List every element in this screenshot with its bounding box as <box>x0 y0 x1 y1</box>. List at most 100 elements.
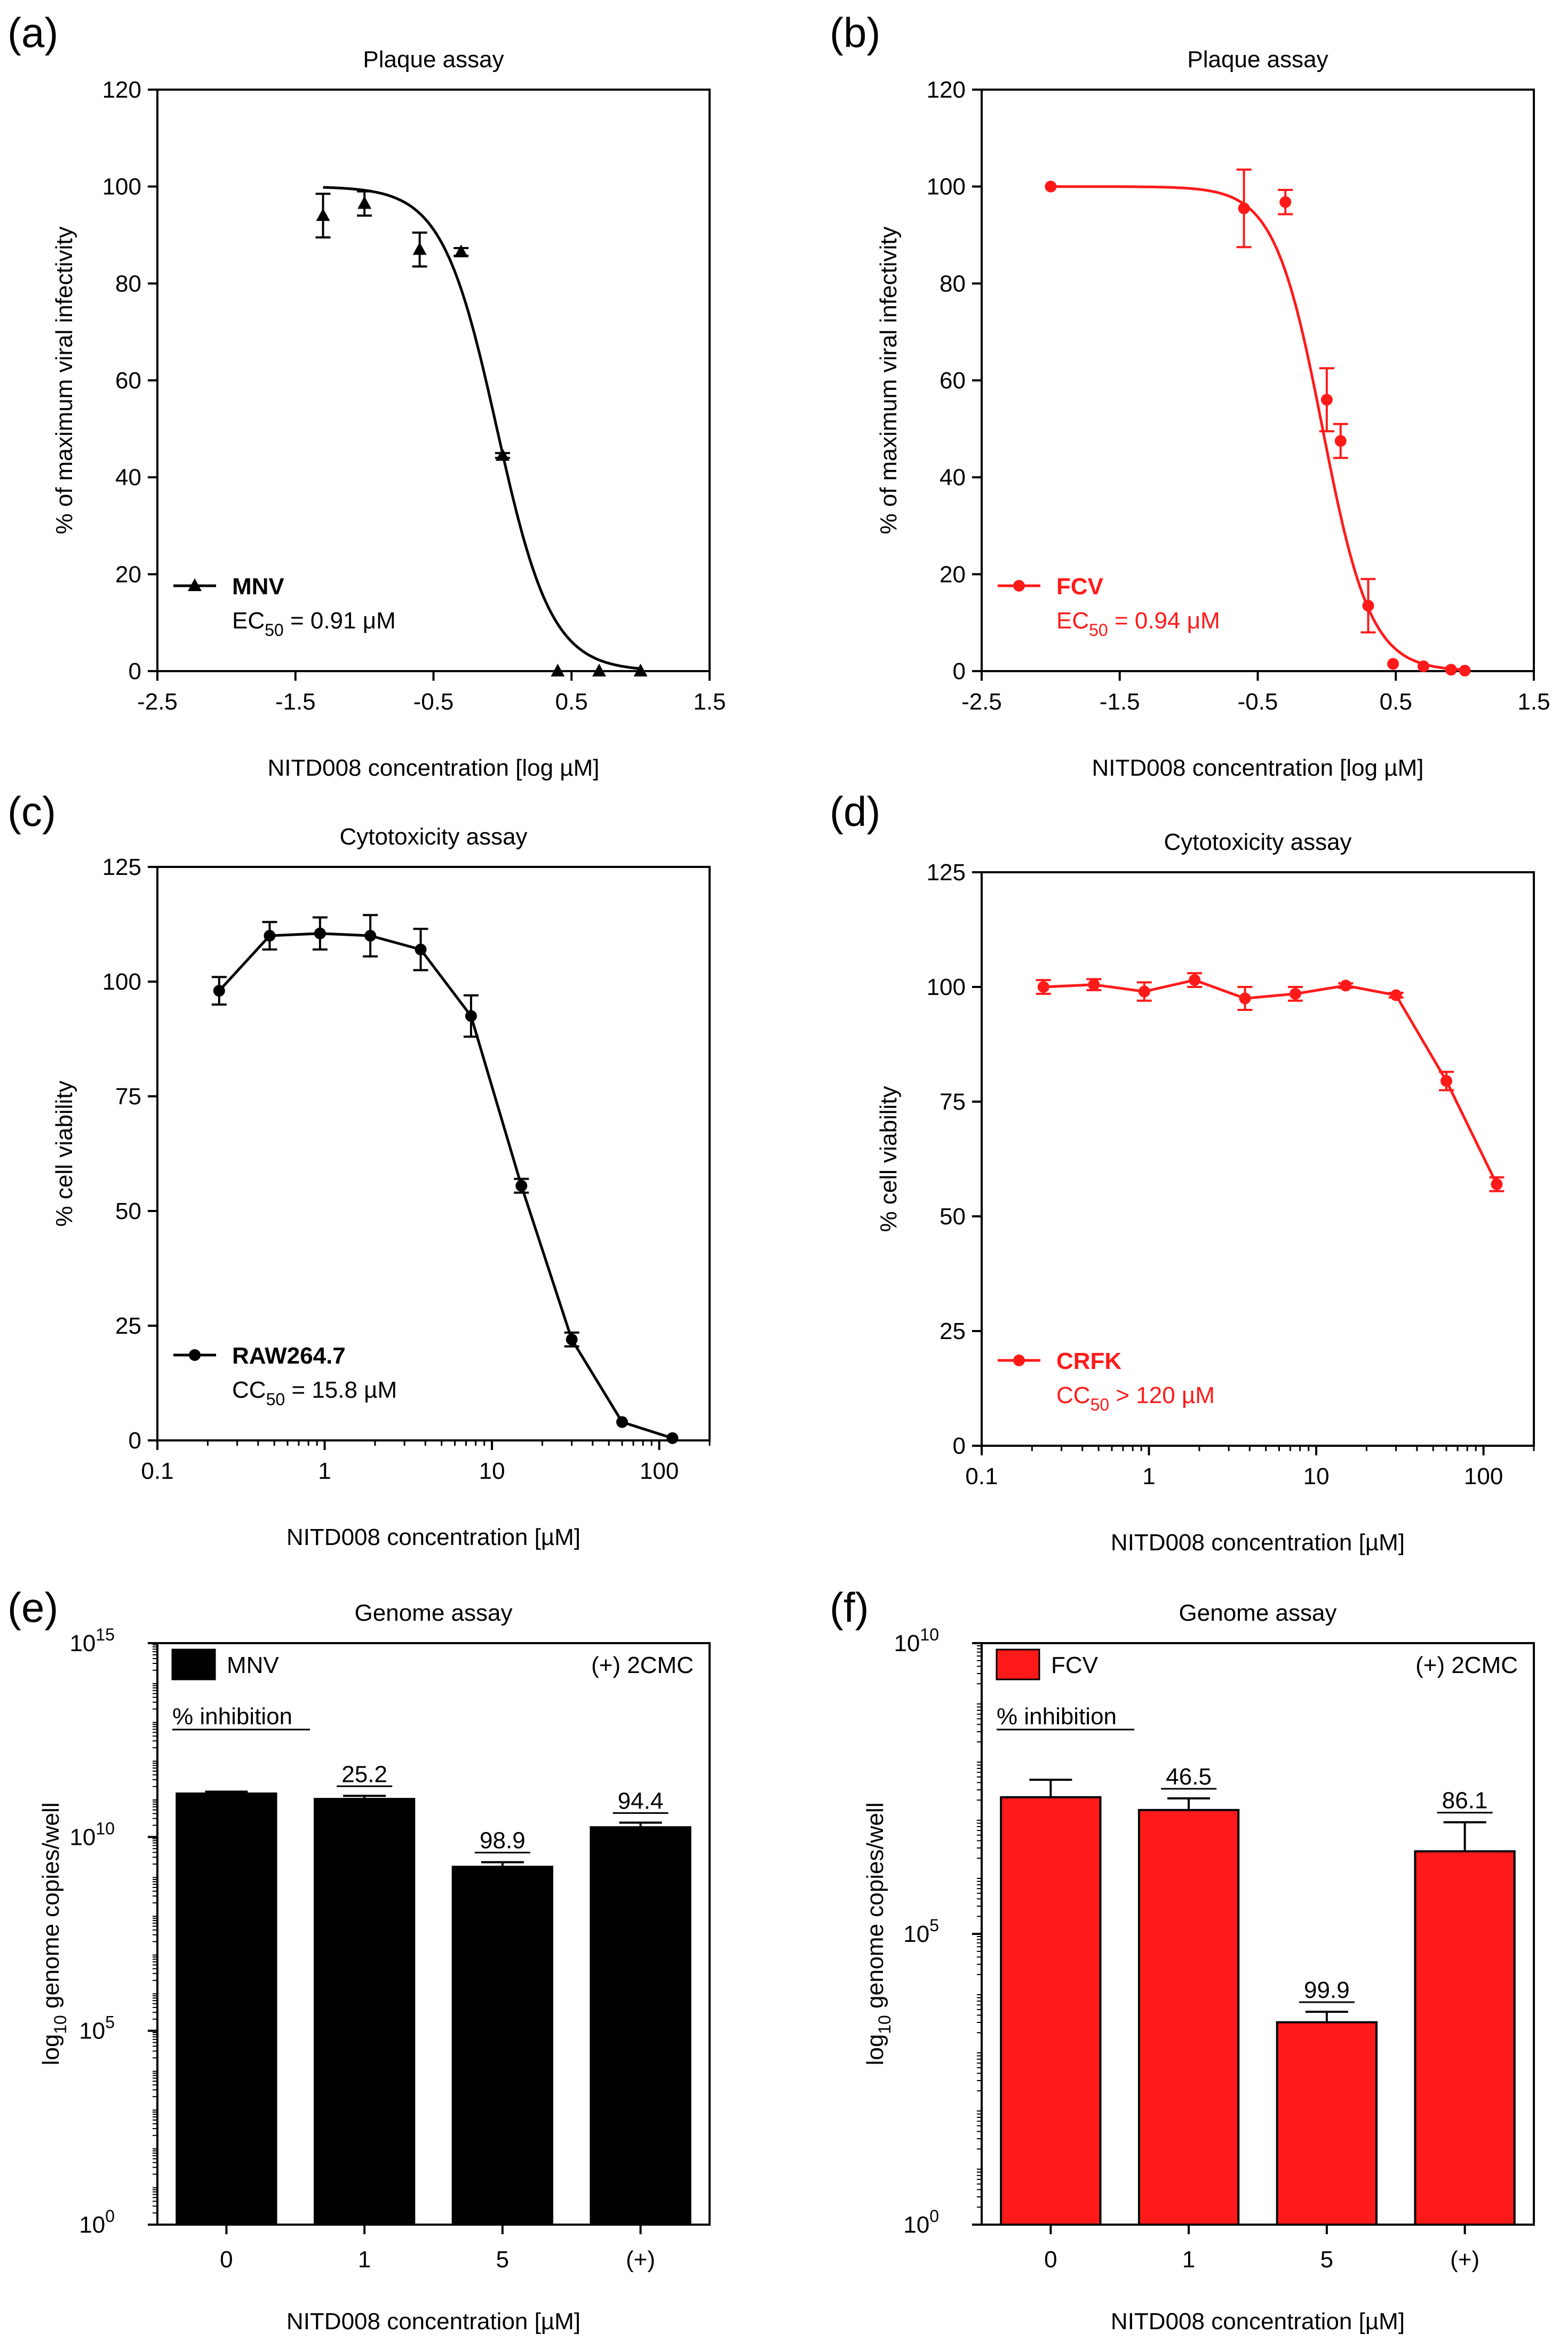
panel-d: Cytotoxicity assay (d) NITD008 concentrati… <box>830 788 1535 1556</box>
x-tick-label: 10 <box>479 1458 505 1484</box>
error-bar <box>1029 1779 1072 1797</box>
bar <box>1000 1796 1102 2226</box>
y-tick-label: 0 <box>129 658 141 684</box>
y-tick-label-exp: 10 <box>920 1625 939 1644</box>
annotation-sub: 50 <box>1091 1395 1110 1414</box>
y-tick-label: 50 <box>115 1198 141 1224</box>
error-bar <box>205 1790 248 1794</box>
y-tick-label-base: 10 <box>79 2212 105 2238</box>
y-tick-label-exp: 5 <box>929 1916 939 1935</box>
data-point <box>364 930 377 942</box>
panel-label: (e) <box>7 1584 58 1631</box>
data-point <box>1362 600 1374 612</box>
annotation-main: EC <box>1056 608 1089 634</box>
data-point <box>1045 180 1057 193</box>
annotation: CC50 > 120 µM <box>1056 1382 1215 1414</box>
y-tick-label: 0 <box>129 1428 141 1454</box>
y-tick-label-base: 10 <box>69 1824 95 1850</box>
data-point <box>566 1333 578 1345</box>
chart-title: Cytotoxicity assay <box>339 824 527 850</box>
x-tick-label: 0.1 <box>141 1458 173 1484</box>
data-point <box>1238 202 1250 214</box>
plot-frame <box>156 1642 711 2226</box>
data-point <box>551 664 565 676</box>
y-tick-label: 120 <box>102 77 141 103</box>
bar <box>1137 1809 1240 2226</box>
legend-label: MNV <box>227 1652 279 1678</box>
y-tick-label-base: 10 <box>903 1921 929 1947</box>
y-tick-label: 25 <box>115 1313 141 1339</box>
annotation: CC50 = 15.8 µM <box>232 1377 397 1409</box>
x-axis-label: NITD008 concentration [log µM] <box>1092 755 1423 781</box>
annotation: EC50 = 0.94 μM <box>1056 608 1220 640</box>
y-tick-label: 100 <box>903 2206 939 2238</box>
fit-curve <box>1050 185 1465 672</box>
inhibition-value: 98.9 <box>480 1828 526 1854</box>
inhibition-title: % inhibition <box>172 1703 292 1730</box>
y-axis-label-rest: genome copies/well <box>38 1803 64 2016</box>
y-tick-label: 75 <box>115 1084 141 1110</box>
x-tick-label: -0.5 <box>1238 689 1278 715</box>
y-tick-label: 50 <box>940 1204 966 1230</box>
inhibition-value: 99.9 <box>1304 1977 1350 2003</box>
y-tick-label: 120 <box>927 77 966 103</box>
x-axis-label: NITD008 concentration [µM] <box>286 2308 580 2335</box>
chart-title: Plaque assay <box>1187 46 1328 73</box>
plot-frame <box>156 866 711 1441</box>
y-tick-label-base: 10 <box>894 1630 920 1656</box>
legend: FCV EC50 = 0.94 μM <box>998 573 1220 640</box>
inhibition-value: 25.2 <box>341 1761 387 1787</box>
error-bar <box>619 1821 662 1828</box>
y-tick-label-exp: 0 <box>105 2206 115 2226</box>
data-point <box>415 943 427 955</box>
data-point <box>412 242 427 255</box>
data-point <box>316 208 330 221</box>
annotation-main: EC <box>232 608 265 634</box>
error-bar <box>1305 2011 1348 2022</box>
y-tick-label: 80 <box>940 270 966 297</box>
error-bar <box>343 1795 386 1799</box>
y-axis-label-main: log <box>38 2034 64 2066</box>
error-bar <box>1167 1797 1211 1810</box>
series-line <box>1043 978 1498 1185</box>
y-tick-label-exp: 0 <box>929 2206 939 2226</box>
data-point <box>592 664 606 676</box>
panel-label: (f) <box>830 1584 869 1631</box>
y-axis-label: % of maximum viral infectivity <box>875 226 902 534</box>
y-tick-label: 75 <box>940 1089 966 1115</box>
y-tick-label: 100 <box>102 969 141 995</box>
data-point <box>213 985 225 997</box>
panel-c: Cytotoxicity assay (c) NITD008 concentrati… <box>7 788 711 1550</box>
data-point <box>515 1180 528 1192</box>
x-tick-label: 100 <box>640 1458 679 1484</box>
legend-marker <box>189 1349 201 1361</box>
x-tick-label: -2.5 <box>137 689 178 715</box>
annotation-main: CC <box>232 1377 266 1403</box>
bar <box>451 1866 554 2226</box>
data-point <box>454 244 468 258</box>
bar <box>1414 1850 1516 2226</box>
y-axis-label-rest: genome copies/well <box>862 1803 888 2016</box>
y-tick-label: 60 <box>940 368 966 394</box>
x-tick-label: 5 <box>496 2247 509 2273</box>
y-tick-label: 20 <box>115 561 141 587</box>
y-tick-label: 100 <box>927 174 966 200</box>
legend-label: RAW264.7 <box>232 1343 346 1369</box>
data-point <box>1189 974 1201 986</box>
inhibition-value: 86.1 <box>1442 1788 1488 1814</box>
y-tick-label: 105 <box>903 1916 939 1947</box>
data-point <box>1289 987 1301 1000</box>
legend: CRFK CC50 > 120 µM <box>998 1348 1215 1414</box>
chart-title: Genome assay <box>1179 1600 1337 1626</box>
legend-label: CRFK <box>1056 1348 1121 1374</box>
bar <box>1276 2021 1378 2226</box>
x-axis-label: NITD008 concentration [log µM] <box>267 755 599 781</box>
annotation-rest: = 0.94 μM <box>1108 608 1220 634</box>
y-tick-label: 40 <box>115 465 141 491</box>
panel-label: (a) <box>7 9 58 56</box>
data-point <box>314 927 326 939</box>
x-tick-label: -1.5 <box>275 689 316 715</box>
legend-label: MNV <box>232 573 284 600</box>
legend-swatch <box>171 1648 216 1680</box>
